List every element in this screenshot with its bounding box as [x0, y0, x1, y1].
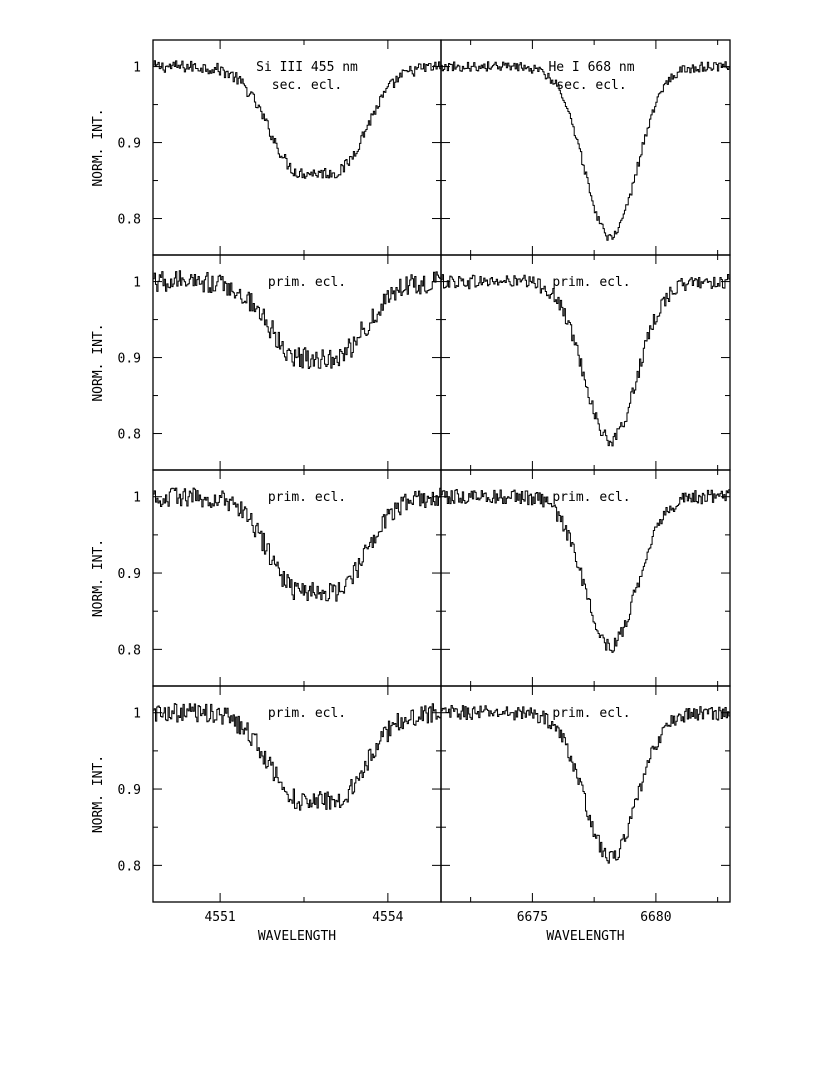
panel-r1-c1: Si III 455 nm sec. ecl. — [152, 39, 442, 256]
panel-annotation: prim. ecl. — [268, 490, 346, 505]
spectrum-line — [153, 270, 442, 369]
y-tick-label: 0.8 — [118, 428, 141, 443]
panel-annotation: He I 668 nm — [548, 60, 634, 75]
panel-frame — [440, 685, 731, 903]
spectrum-line — [441, 704, 731, 864]
x-tick-label: 6675 — [517, 910, 548, 925]
x-axis-label: WAVELENGTH — [258, 929, 336, 944]
panel-annotation: Si III 455 nm — [256, 60, 358, 75]
x-tick-label: 4554 — [372, 910, 403, 925]
y-tick-label: 0.9 — [118, 567, 141, 582]
panel-annotation: prim. ecl. — [268, 706, 346, 721]
y-axis-label: NORM. INT. — [91, 755, 106, 833]
panel-r1-c2: He I 668 nm sec. ecl. — [440, 39, 731, 256]
panel-r2-c2: prim. ecl. — [440, 254, 731, 471]
y-tick-label: 0.8 — [118, 643, 141, 658]
panel-r2-c1: prim. ecl. — [152, 254, 442, 471]
panel-r3-c1: prim. ecl. — [152, 469, 442, 687]
spectrum-line — [153, 487, 442, 602]
panel-annotation: prim. ecl. — [552, 275, 630, 290]
panel-r3-c2: prim. ecl. — [440, 469, 731, 687]
x-axis-label: WAVELENGTH — [546, 929, 624, 944]
y-tick-label: 0.9 — [118, 783, 141, 798]
y-tick-label: 0.8 — [118, 859, 141, 874]
panel-annotation: prim. ecl. — [268, 275, 346, 290]
y-axis-label: NORM. INT. — [91, 108, 106, 186]
spectrum-line — [441, 61, 731, 241]
y-tick-label: 1 — [133, 707, 141, 722]
panel-annotation: prim. ecl. — [552, 706, 630, 721]
x-tick-label: 6680 — [640, 910, 671, 925]
x-tick-label: 4551 — [204, 910, 235, 925]
spectrum-line — [441, 274, 731, 447]
y-tick-label: 1 — [133, 491, 141, 506]
panel-annotation: sec. ecl. — [556, 78, 626, 93]
y-axis-label: NORM. INT. — [91, 323, 106, 401]
panel-r4-c2: prim. ecl. — [440, 685, 731, 903]
y-tick-label: 1 — [133, 276, 141, 291]
y-tick-label: 0.8 — [118, 213, 141, 228]
panel-annotation: sec. ecl. — [272, 78, 342, 93]
panel-r4-c1: prim. ecl. — [152, 685, 442, 903]
y-axis-label: NORM. INT. — [91, 539, 106, 617]
y-tick-label: 0.9 — [118, 137, 141, 152]
y-tick-label: 0.9 — [118, 352, 141, 367]
spectrum-line — [441, 489, 731, 653]
spectrum-line — [153, 703, 442, 811]
spectrum-line — [153, 60, 442, 179]
panel-annotation: prim. ecl. — [552, 490, 630, 505]
y-tick-label: 1 — [133, 61, 141, 76]
